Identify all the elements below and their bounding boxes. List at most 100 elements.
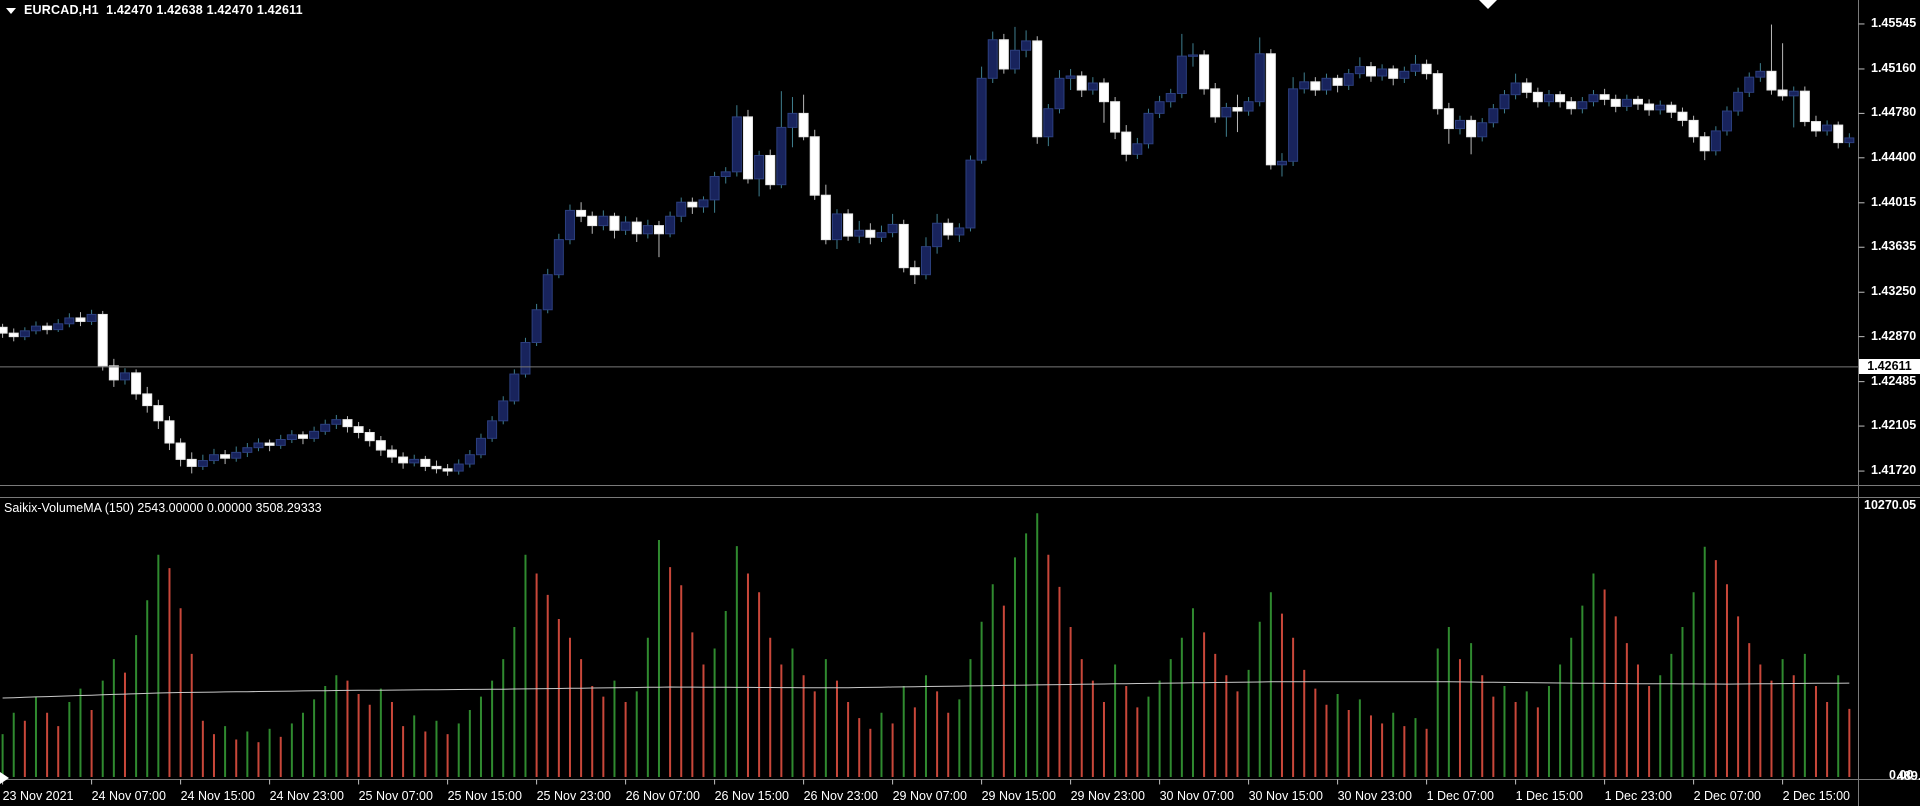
current-price-tag: 1.42611 xyxy=(1859,359,1920,374)
candle-body xyxy=(1032,40,1043,138)
candle-body xyxy=(665,215,676,235)
candle-body xyxy=(164,420,175,444)
candle-body xyxy=(943,222,954,236)
candle-body xyxy=(854,229,865,237)
candle-body xyxy=(531,309,542,343)
candle-body xyxy=(1644,103,1655,111)
candle-body xyxy=(119,372,130,381)
candle-body xyxy=(642,225,653,235)
candle-body xyxy=(1699,136,1710,152)
candle-body xyxy=(731,116,742,173)
candle-body xyxy=(86,313,97,322)
candle-body xyxy=(620,221,631,231)
candle-body xyxy=(609,215,620,231)
candle-body xyxy=(1043,108,1054,138)
candle-body xyxy=(1121,131,1132,155)
candle-body xyxy=(231,451,242,459)
candle-body xyxy=(1065,75,1076,79)
candle-body xyxy=(1577,101,1588,110)
candle-body xyxy=(186,458,197,467)
candle-body xyxy=(19,330,30,338)
candle-body xyxy=(1822,124,1833,132)
candle-body xyxy=(1365,66,1376,77)
candle-body xyxy=(431,465,442,470)
candle-body xyxy=(631,221,642,235)
axis-corner-marker-icon xyxy=(0,772,9,784)
candle-body xyxy=(998,39,1009,70)
candle-body xyxy=(320,423,331,432)
candle-body xyxy=(220,454,231,459)
candle-body xyxy=(1087,82,1098,91)
candle-body xyxy=(1254,53,1265,103)
candle-body xyxy=(75,317,86,322)
candle-body xyxy=(1555,94,1566,103)
candle-body xyxy=(687,201,698,208)
candle-body xyxy=(1210,88,1221,118)
candle-body xyxy=(175,442,186,460)
candle-body xyxy=(1766,70,1777,91)
candle-body xyxy=(920,246,931,276)
candle-body xyxy=(398,456,409,464)
candle-body xyxy=(564,209,575,241)
candle-body xyxy=(1632,98,1643,105)
candle-body xyxy=(1054,77,1065,110)
candle-body xyxy=(1488,108,1499,124)
candle-body xyxy=(1165,93,1176,103)
candle-body xyxy=(297,434,308,439)
candle-body xyxy=(1621,98,1632,107)
candle-body xyxy=(1332,77,1343,86)
candle-body xyxy=(464,454,475,465)
candle-body xyxy=(698,199,709,208)
candle-body xyxy=(453,463,464,472)
candle-body xyxy=(1543,94,1554,103)
candle-body xyxy=(1143,112,1154,145)
candle-body xyxy=(1744,76,1755,93)
candle-body xyxy=(1532,91,1543,103)
symbol-dropdown-icon[interactable] xyxy=(6,8,16,14)
candle-body xyxy=(520,341,531,375)
candle-body xyxy=(676,201,687,217)
candle-body xyxy=(1799,90,1810,123)
candle-body xyxy=(1688,119,1699,138)
candle-body xyxy=(253,442,264,449)
candle-body xyxy=(765,154,776,186)
candle-body xyxy=(831,213,842,241)
candle-body xyxy=(1610,98,1621,107)
candle-body xyxy=(542,274,553,311)
candle-body xyxy=(843,213,854,237)
candle-body xyxy=(1844,137,1855,144)
candle-body xyxy=(587,215,598,227)
candle-body xyxy=(1021,40,1032,51)
candle-body xyxy=(1276,160,1287,166)
candle-body xyxy=(865,229,876,238)
candle-body xyxy=(353,426,364,433)
candle-body xyxy=(1076,75,1087,91)
candle-body xyxy=(776,126,787,186)
candle-body xyxy=(364,431,375,442)
candle-body xyxy=(1733,91,1744,112)
candle-body xyxy=(375,440,386,451)
candle-body xyxy=(909,267,920,276)
candle-body xyxy=(965,159,976,229)
candle-body xyxy=(809,136,820,196)
candle-body xyxy=(153,405,164,422)
candle-body xyxy=(1232,107,1243,112)
candle-body xyxy=(709,176,720,201)
candle-body xyxy=(1377,68,1388,77)
volume-axis-min-label: 489.05 xyxy=(1897,769,1920,783)
chart-shift-marker-icon[interactable] xyxy=(1479,0,1497,9)
candle-body xyxy=(576,209,587,217)
candle-body xyxy=(108,365,119,381)
candle-body xyxy=(876,232,887,238)
candle-body xyxy=(798,112,809,138)
candle-body xyxy=(898,223,909,269)
indicator-label: Saikix-VolumeMA (150) 2543.00000 0.00000… xyxy=(4,501,322,515)
candle-body xyxy=(475,437,486,456)
candle-body xyxy=(653,225,664,235)
candle-body xyxy=(197,460,208,467)
candle-body xyxy=(309,430,320,439)
candle-body xyxy=(1432,73,1443,110)
candle-body xyxy=(208,454,219,462)
